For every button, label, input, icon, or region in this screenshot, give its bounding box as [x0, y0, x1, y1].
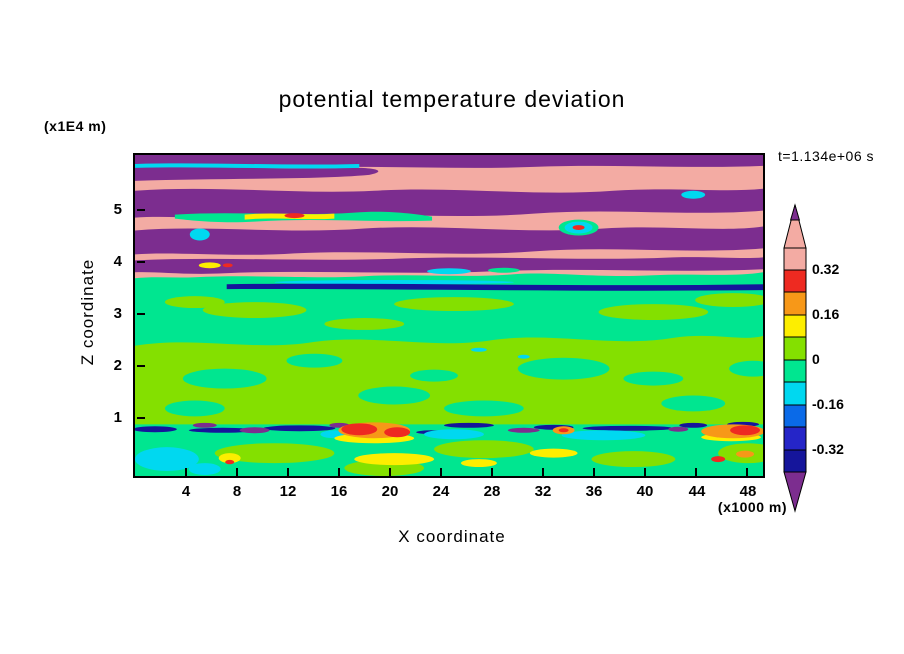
- field-red-upper: [222, 213, 585, 268]
- x-tick-mark: [542, 468, 544, 476]
- colorbar-label: 0: [812, 351, 820, 367]
- z-tick-label: 4: [113, 253, 122, 270]
- colorbar-segment: [783, 314, 807, 338]
- x-tick-label: 16: [330, 483, 348, 500]
- field-purple-bands: [135, 155, 763, 274]
- z-axis-title: Z coordinate: [78, 258, 97, 366]
- z-tick-label: 3: [113, 305, 122, 322]
- x-tick-mark: [440, 468, 442, 476]
- field-cyan-lower: [135, 347, 646, 476]
- field-cyan-upper: [135, 163, 706, 285]
- x-tick-label: 44: [688, 483, 706, 500]
- x-tick-label: 8: [232, 483, 242, 500]
- x-tick-mark: [236, 468, 238, 476]
- x-tick-mark: [644, 468, 646, 476]
- x-tick-label: 4: [181, 483, 191, 500]
- colorbar-segment: [783, 359, 807, 383]
- z-tick-mark: [137, 313, 145, 315]
- colorbar-label: -0.16: [812, 396, 844, 412]
- x-tick-label: 24: [432, 483, 450, 500]
- x-tick-label: 12: [279, 483, 297, 500]
- colorbar-segment: [783, 426, 807, 451]
- z-tick-label: 5: [113, 201, 122, 218]
- z-tick-label: 2: [113, 357, 122, 374]
- field-spring-green-mottle: [164, 353, 763, 464]
- x-tick-mark: [338, 468, 340, 476]
- x-tick-label: 48: [739, 483, 757, 500]
- z-tick-mark: [137, 365, 145, 367]
- x-tick-mark: [746, 468, 748, 476]
- x-tick-label: 20: [381, 483, 399, 500]
- field-red-lower: [225, 423, 761, 465]
- field-purple-dashes: [192, 422, 689, 434]
- colorbar-segment: [783, 404, 807, 428]
- plot-area: [133, 153, 765, 478]
- colorbar-segment: [783, 269, 807, 293]
- contour-field: [135, 155, 763, 476]
- x-tick-label: 32: [534, 483, 552, 500]
- z-axis-unit-label: (x1E4 m): [44, 118, 107, 134]
- colorbar-segment: [783, 381, 807, 406]
- x-tick-mark: [593, 468, 595, 476]
- colorbar-arrow-top-tip: [789, 203, 801, 221]
- x-tick-label: 36: [585, 483, 603, 500]
- x-tick-mark: [287, 468, 289, 476]
- x-tick-mark: [389, 468, 391, 476]
- x-tick-mark: [185, 468, 187, 476]
- z-tick-mark: [137, 417, 145, 419]
- x-tick-label: 28: [483, 483, 501, 500]
- colorbar-arrow-bottom: [783, 471, 807, 513]
- colorbar-segment: [783, 247, 807, 271]
- page-title: potential temperature deviation: [278, 86, 626, 112]
- x-axis-unit-label: (x1000 m): [717, 499, 787, 515]
- colorbar-label: 0.16: [812, 306, 840, 322]
- colorbar-label: 0.32: [812, 261, 840, 277]
- x-tick-label: 40: [636, 483, 654, 500]
- z-tick-mark: [137, 261, 145, 263]
- x-tick-mark: [491, 468, 493, 476]
- timestamp-label: t=1.134e+06 s: [778, 148, 875, 164]
- z-tick-mark: [137, 209, 145, 211]
- colorbar-label: -0.32: [812, 441, 844, 457]
- z-tick-label: 1: [113, 409, 122, 426]
- colorbar-segment: [783, 336, 807, 361]
- colorbar-segment: [783, 291, 807, 316]
- colorbar: [783, 203, 807, 513]
- x-axis-title: X coordinate: [398, 527, 506, 546]
- colorbar-segment: [783, 449, 807, 473]
- x-tick-mark: [695, 468, 697, 476]
